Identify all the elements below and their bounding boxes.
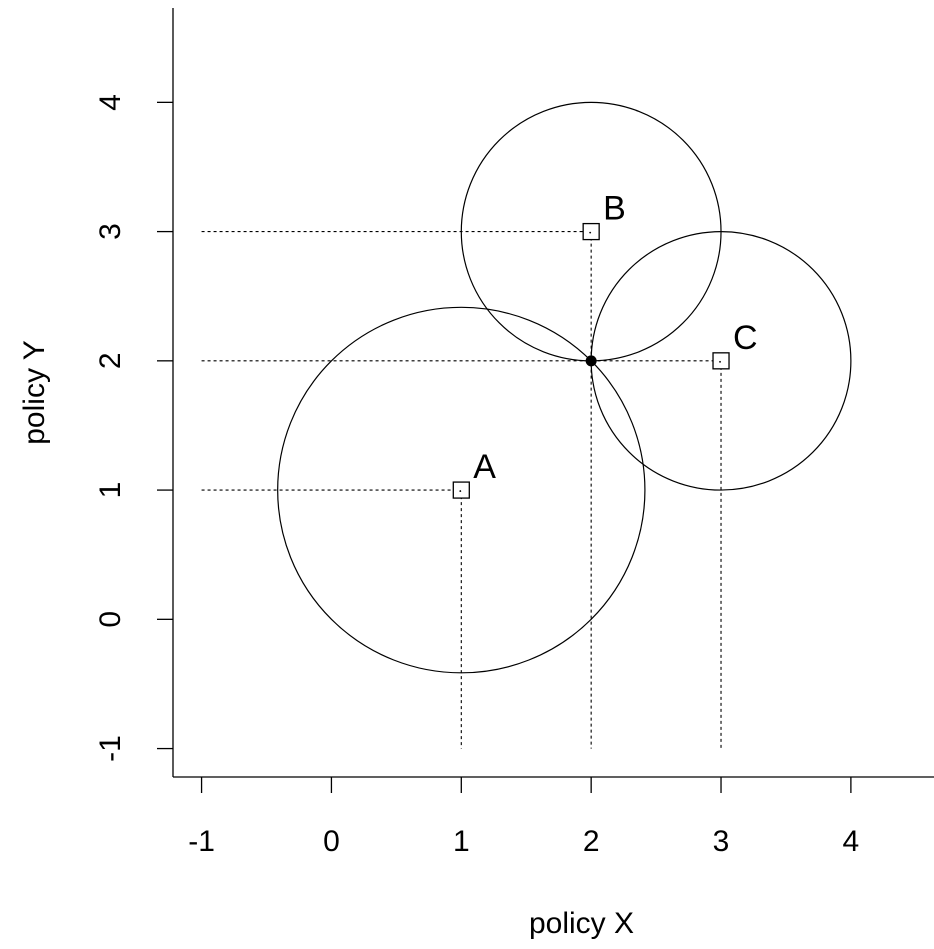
x-tick-label: 1 — [453, 825, 470, 858]
ideal-point-label: B — [603, 190, 626, 228]
x-tick-label: 2 — [583, 825, 600, 858]
y-tick-label: 1 — [94, 482, 127, 499]
ideal-point-marker — [582, 222, 600, 241]
ideal-point-marker — [712, 352, 730, 370]
y-tick-label: 3 — [94, 223, 127, 240]
y-tick-label: 4 — [94, 94, 127, 111]
guide-lines — [201, 231, 722, 749]
y-tick-label: -1 — [94, 735, 127, 762]
ideal-point-marker — [452, 481, 470, 499]
x-tick-label: 3 — [713, 825, 730, 858]
indifference-circles — [277, 101, 852, 674]
x-axis-title: policy X — [529, 907, 634, 940]
x-tick-label: -1 — [188, 825, 215, 858]
ideal-point-label: C — [733, 319, 758, 357]
indifference-circle — [277, 306, 646, 674]
ideal-point-center — [719, 360, 721, 363]
x-tick-label: 0 — [323, 825, 340, 858]
ideal-points: A B C — [452, 190, 758, 499]
y-axis-title: policy Y — [18, 340, 51, 445]
x-tick-label: 4 — [843, 825, 860, 858]
y-tick-label: 2 — [94, 352, 127, 369]
axes: -1 0 1 2 3 4 -1 0 1 2 3 4 — [94, 8, 934, 858]
ideal-point-center — [459, 490, 462, 492]
y-tick-label: 0 — [94, 611, 127, 628]
outcome-point — [585, 355, 597, 367]
ideal-point-center — [589, 231, 592, 234]
ideal-point-label: A — [473, 448, 496, 486]
